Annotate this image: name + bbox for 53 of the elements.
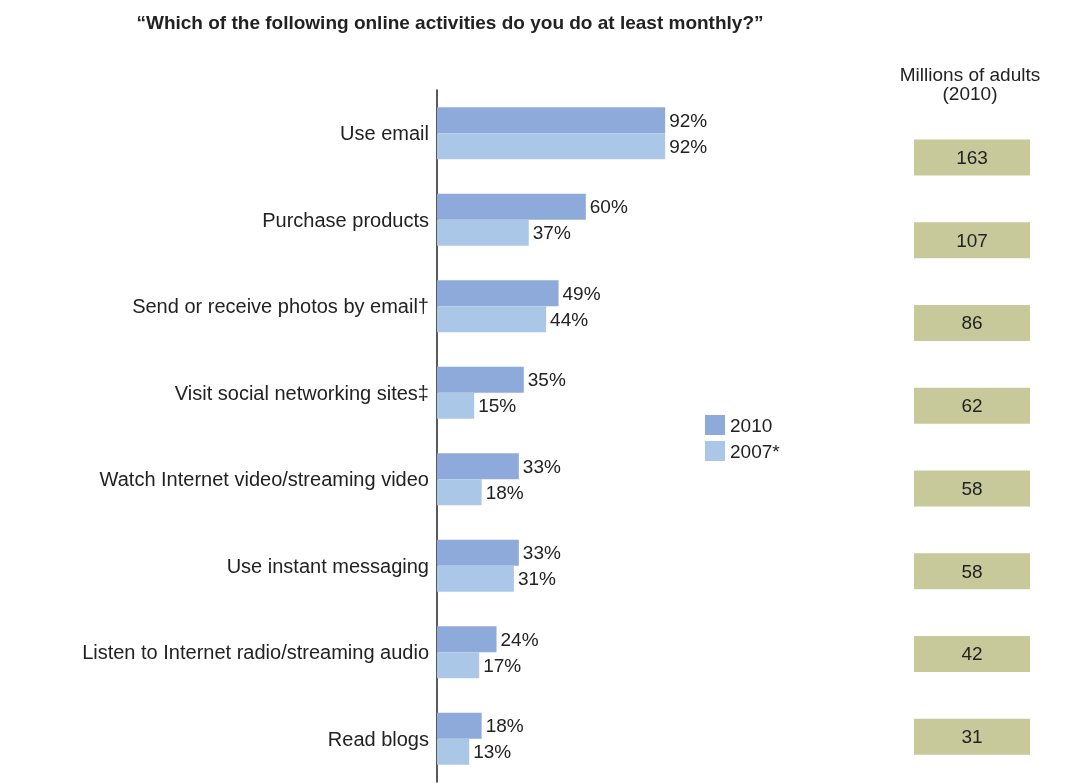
legend-label: 2010	[730, 414, 773, 436]
bar	[437, 738, 470, 765]
bar	[437, 626, 497, 653]
data-label: 62	[961, 395, 983, 417]
data-label: 107	[956, 229, 988, 251]
bar	[437, 306, 547, 333]
data-label: 18%	[485, 715, 524, 737]
bar	[437, 219, 529, 246]
data-label: 92%	[669, 135, 708, 157]
data-label: 33%	[522, 542, 561, 564]
data-label: 58	[961, 560, 983, 582]
data-label: 24%	[500, 628, 539, 650]
data-label: 33%	[522, 455, 561, 477]
bar	[437, 193, 586, 220]
data-label: 44%	[550, 308, 589, 330]
bar	[437, 565, 514, 592]
data-label: 13%	[473, 741, 512, 763]
bar	[437, 539, 519, 566]
bar	[437, 366, 524, 393]
y-tick-label: Watch Internet video/streaming video	[99, 468, 429, 491]
y-tick-label: Purchase products	[262, 208, 429, 231]
data-label: 163	[956, 146, 988, 168]
y-tick-label: Use email	[340, 122, 429, 145]
data-label: 49%	[562, 282, 601, 304]
data-label: 31	[961, 726, 983, 748]
data-label: 35%	[527, 369, 566, 391]
data-label: 92%	[669, 109, 708, 131]
y-tick-label: Listen to Internet radio/streaming audio	[82, 641, 429, 664]
bar	[437, 133, 666, 160]
text: Millions of adults	[899, 64, 1041, 85]
bar	[437, 479, 482, 506]
y-tick-label: Use instant messaging	[226, 554, 429, 577]
y-tick-label: Visit social networking sites‡	[174, 381, 429, 404]
bar	[437, 107, 666, 134]
data-label: 37%	[532, 222, 571, 244]
bar	[437, 712, 482, 739]
text: (2010)	[942, 83, 998, 104]
data-label: 58	[961, 477, 983, 499]
y-tick-label: Send or receive photos by email†	[132, 295, 429, 318]
data-label: 60%	[589, 196, 628, 218]
bar	[437, 392, 475, 419]
bar	[437, 652, 480, 679]
legend-label: 2007*	[730, 440, 781, 462]
data-label: 31%	[517, 568, 557, 590]
data-label: 18%	[485, 481, 524, 503]
data-label: 15%	[478, 395, 517, 417]
data-label: 86	[961, 312, 983, 334]
data-label: 17%	[483, 654, 522, 676]
data-label: 42	[961, 643, 983, 665]
bar	[437, 280, 559, 307]
chart-title: “Which of the following online activities do you do at least monthly?”	[136, 12, 764, 33]
bar	[437, 453, 519, 480]
y-tick-label: Read blogs	[327, 727, 429, 750]
